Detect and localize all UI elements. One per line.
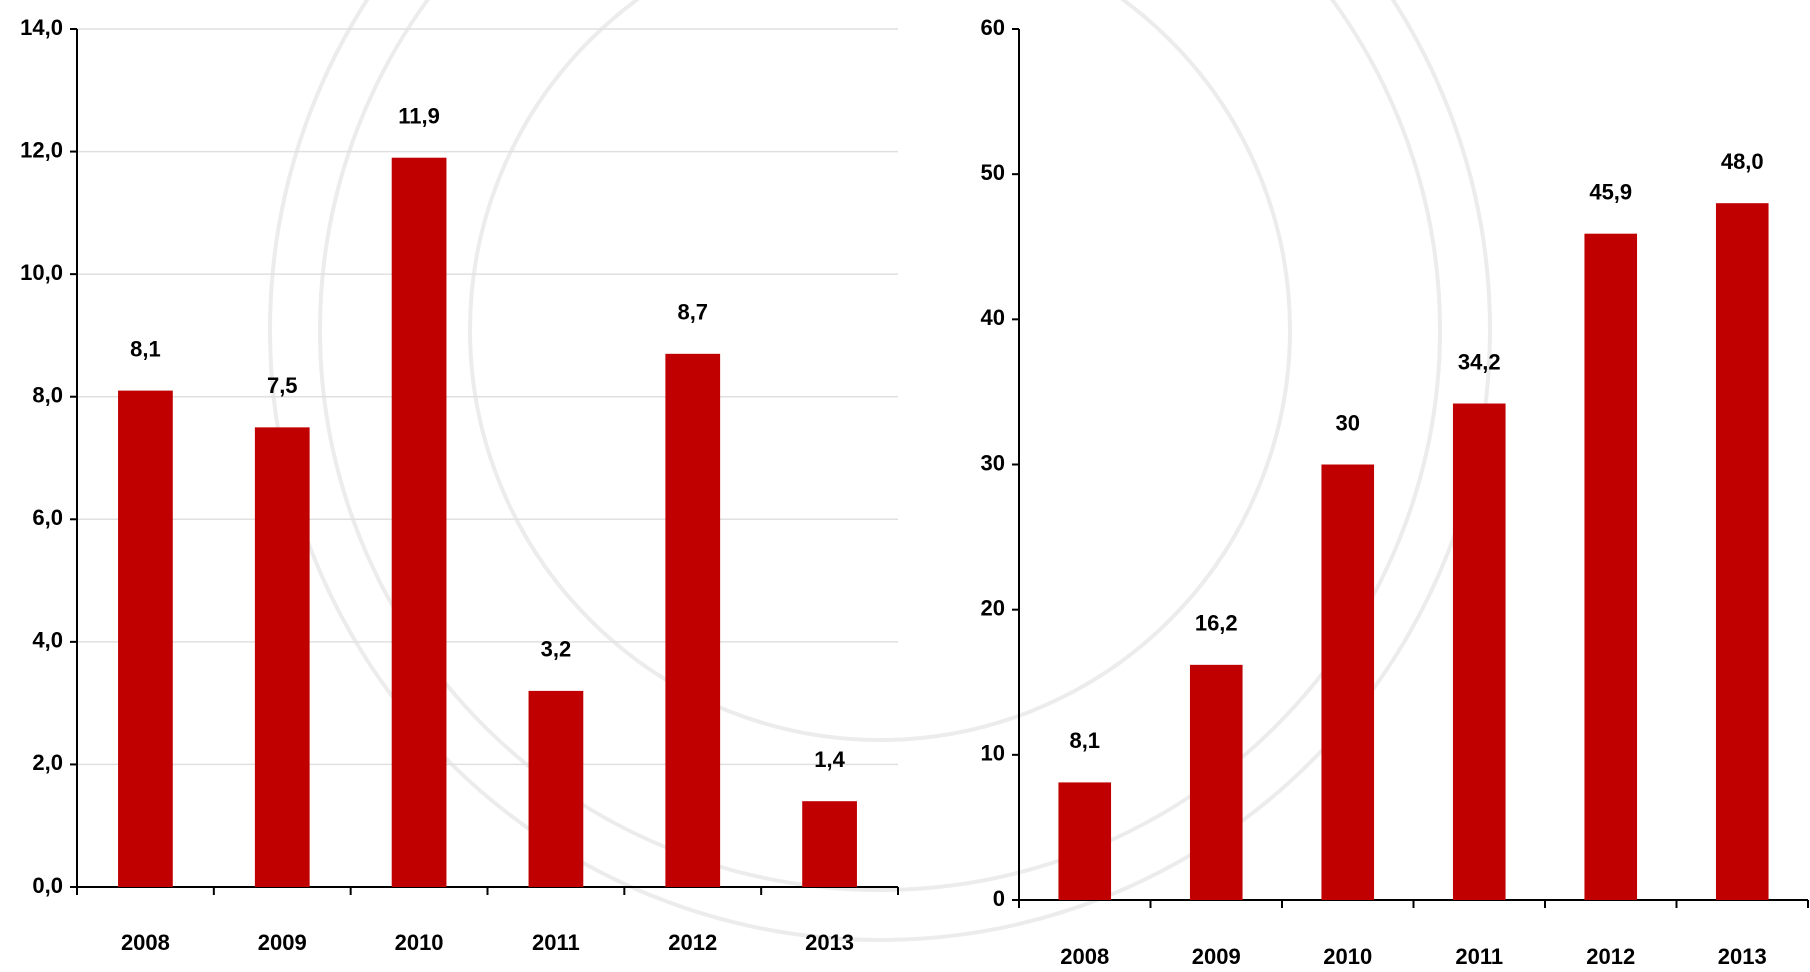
bar	[1715, 203, 1769, 900]
bar	[665, 353, 721, 887]
bar	[254, 427, 310, 887]
x-tick-label: 2011	[1455, 944, 1503, 969]
y-tick-label: 4,0	[32, 628, 63, 653]
x-tick-label: 2010	[1323, 944, 1372, 969]
y-tick-label: 2,0	[32, 750, 63, 775]
bar	[528, 690, 584, 887]
value-label: 48,0	[1721, 149, 1764, 174]
y-tick-label: 6,0	[32, 505, 63, 530]
bar	[1321, 464, 1375, 900]
bar	[1189, 664, 1243, 900]
bar	[391, 157, 447, 887]
value-label: 16,2	[1195, 611, 1238, 636]
x-tick-label: 2011	[532, 930, 580, 955]
x-tick-label: 2009	[1192, 944, 1241, 969]
bar	[1584, 233, 1638, 900]
y-tick-label: 60	[981, 15, 1005, 40]
watermark	[268, 0, 1492, 942]
y-tick-label: 30	[981, 450, 1005, 475]
value-label: 8,7	[677, 300, 708, 325]
x-tick-label: 2012	[668, 930, 717, 955]
value-label: 3,2	[541, 637, 572, 662]
y-tick-label: 0,0	[32, 873, 63, 898]
y-tick-label: 50	[981, 160, 1005, 185]
y-tick-label: 12,0	[20, 137, 63, 162]
value-label: 11,9	[398, 104, 440, 129]
value-label: 30	[1336, 410, 1360, 435]
value-label: 34,2	[1458, 349, 1501, 374]
x-tick-label: 2010	[395, 930, 444, 955]
x-tick-label: 2012	[1586, 944, 1635, 969]
x-tick-label: 2009	[258, 930, 307, 955]
y-tick-label: 0	[993, 886, 1005, 911]
x-tick-label: 2008	[121, 930, 170, 955]
y-tick-label: 20	[981, 595, 1005, 620]
value-label: 8,1	[1069, 728, 1100, 753]
bar	[1452, 403, 1506, 900]
bar	[118, 390, 173, 887]
y-tick-label: 10	[981, 741, 1005, 766]
bar	[802, 801, 857, 887]
y-tick-label: 10,0	[20, 260, 63, 285]
x-tick-label: 2013	[1718, 944, 1767, 969]
value-label: 1,4	[814, 747, 845, 772]
value-label: 8,1	[130, 336, 161, 361]
x-tick-label: 2008	[1060, 944, 1109, 969]
x-tick-label: 2013	[805, 930, 854, 955]
y-tick-label: 8,0	[32, 383, 63, 408]
value-label: 45,9	[1589, 179, 1632, 204]
bar	[1058, 782, 1112, 900]
y-tick-label: 40	[981, 305, 1005, 330]
value-label: 7,5	[267, 373, 298, 398]
y-tick-label: 14,0	[20, 15, 63, 40]
